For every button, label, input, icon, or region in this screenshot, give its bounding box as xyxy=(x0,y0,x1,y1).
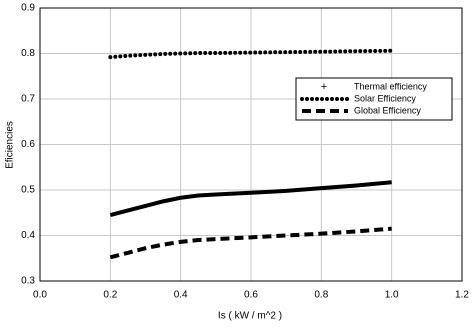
x-tick-label: 0.6 xyxy=(244,290,258,301)
legend-label: Global Efficiency xyxy=(354,105,421,115)
x-tick-label: 1.2 xyxy=(455,290,469,301)
legend-label: Solar Efficiency xyxy=(354,93,416,103)
y-tick-label: 0.4 xyxy=(21,230,35,241)
series-line xyxy=(108,48,394,60)
y-tick-label: 0.7 xyxy=(21,94,35,105)
legend: + Thermal efficiency Solar Efficiency Globa… xyxy=(295,77,453,121)
x-tick-label: 0.0 xyxy=(33,290,47,301)
plot-frame xyxy=(39,7,463,282)
series-line xyxy=(109,180,392,217)
legend-marker: + xyxy=(321,81,327,93)
x-tick-label: 0.2 xyxy=(103,290,117,301)
series-line xyxy=(109,226,392,260)
y-tick-label: 0.5 xyxy=(21,185,35,196)
y-tick-label: 0.8 xyxy=(21,48,35,59)
y-tick-label: 0.3 xyxy=(21,276,35,287)
x-axis-label: Is ( kW / m^2 ) xyxy=(218,311,282,322)
x-tick-label: 1.0 xyxy=(385,290,399,301)
x-tick-label: 0.4 xyxy=(174,290,188,301)
legend-label: Thermal efficiency xyxy=(354,81,427,91)
x-tick-label: 0.8 xyxy=(314,290,328,301)
y-tick-label: 0.6 xyxy=(21,139,35,150)
y-axis-label: Eficiencies xyxy=(5,121,16,169)
y-tick-label: 0.9 xyxy=(21,3,35,14)
